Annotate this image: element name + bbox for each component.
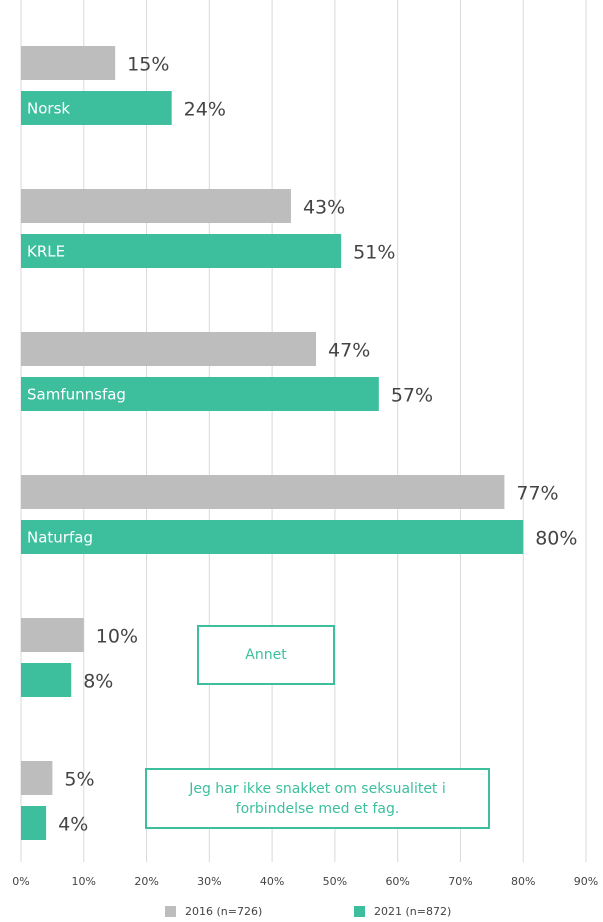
bar [21,377,379,411]
category-label: Norsk [27,100,70,118]
category-box: Jeg har ikke snakket om seksualitet i fo… [145,768,490,829]
bar [21,189,291,223]
value-label: 10% [96,626,138,648]
legend-swatch [354,906,365,917]
x-tick-label: 70% [448,875,472,888]
bar [21,618,84,652]
bar [21,475,505,509]
value-label: 24% [184,99,226,121]
category-label: Naturfag [27,529,93,547]
value-label: 5% [64,769,94,791]
bar [21,520,524,554]
value-label: 47% [328,340,370,362]
x-tick-label: 60% [385,875,409,888]
x-tick-label: 0% [12,875,29,888]
bar [21,91,172,125]
legend-swatch [165,906,176,917]
value-label: 15% [127,54,169,76]
legend-label: 2016 (n=726) [185,905,262,918]
bar [21,46,116,80]
bar [21,761,53,795]
x-tick-label: 40% [260,875,284,888]
bar [21,806,47,840]
value-label: 43% [303,197,345,219]
x-tick-label: 80% [511,875,535,888]
category-box: Annet [197,625,335,685]
category-label: Samfunnsfag [27,386,126,404]
value-label: 4% [58,814,88,836]
value-label: 80% [535,528,577,550]
value-label: 8% [83,671,113,693]
value-label: 77% [516,483,558,505]
x-tick-label: 90% [574,875,598,888]
category-label: KRLE [27,243,65,261]
x-tick-label: 30% [197,875,221,888]
legend-label: 2021 (n=872) [374,905,451,918]
bar [21,332,317,366]
bar [21,663,72,697]
x-tick-label: 20% [134,875,158,888]
x-tick-label: 10% [72,875,96,888]
value-label: 51% [353,242,395,264]
x-tick-label: 50% [323,875,347,888]
value-label: 57% [391,385,433,407]
bar [21,234,342,268]
